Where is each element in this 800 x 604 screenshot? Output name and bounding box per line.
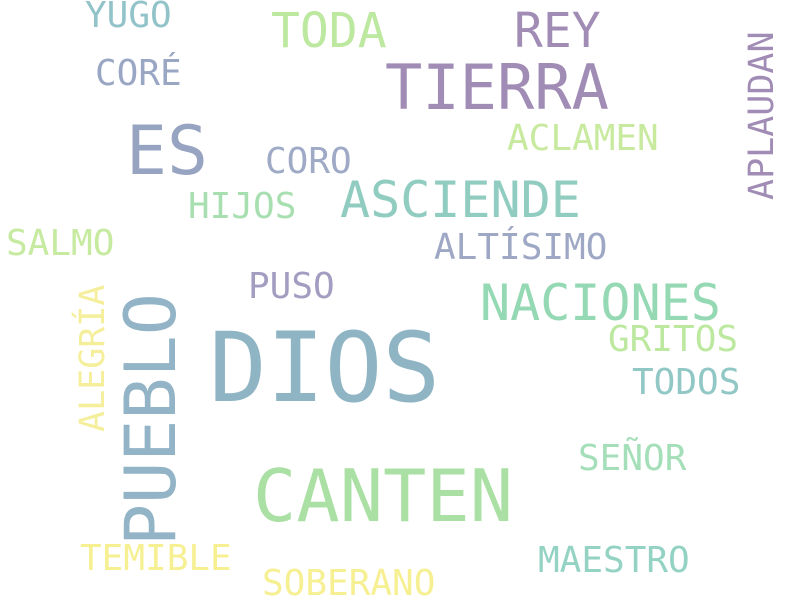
word-alegria: ALEGRÍA [73, 284, 113, 432]
word-gritos: GRITOS [608, 319, 739, 360]
word-yugo: YUGO [85, 0, 172, 36]
word-puso: PUSO [248, 266, 335, 307]
word-hijos: HIJOS [188, 186, 297, 227]
word-pueblo: PUEBLO [110, 293, 192, 546]
word-tierra: TIERRA [385, 51, 609, 124]
word-rey: REY [514, 3, 601, 59]
word-toda: TODA [271, 3, 387, 59]
word-altisimo: ALTÍSIMO [434, 227, 608, 268]
word-aplaudan: APLAUDAN [742, 31, 782, 200]
word-canten: CANTEN [253, 454, 514, 538]
word-es: ES [126, 112, 208, 191]
word-asciende: ASCIENDE [340, 171, 581, 229]
word-naciones: NACIONES [480, 274, 721, 332]
word-maestro: MAESTRO [538, 540, 690, 581]
word-core: CORÉ [95, 53, 182, 94]
word-soberano: SOBERANO [262, 563, 436, 604]
word-dios: DIOS [209, 312, 441, 424]
word-senor: SEÑOR [578, 438, 687, 479]
word-coro: CORO [265, 141, 352, 182]
word-salmo: SALMO [6, 223, 115, 264]
word-todos: TODOS [632, 362, 741, 403]
word-temible: TEMIBLE [80, 538, 232, 579]
word-aclamen: ACLAMEN [507, 118, 659, 159]
